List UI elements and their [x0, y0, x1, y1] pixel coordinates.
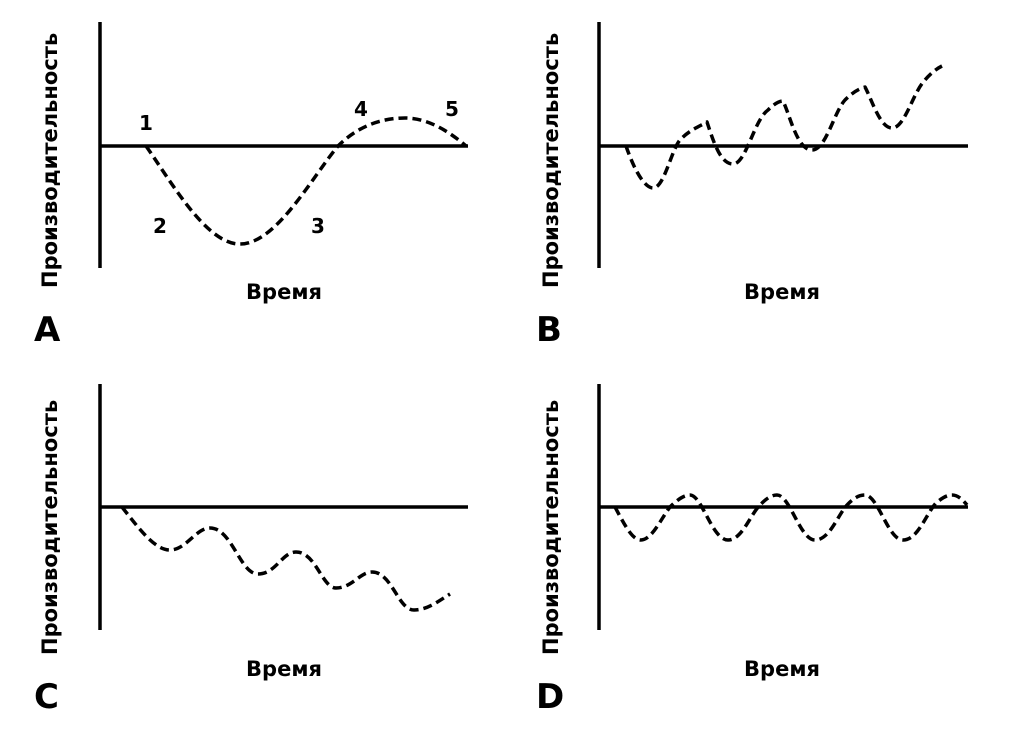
panel-c: Производительность Время C [34, 384, 468, 717]
panel-a-marker-1: 1 [139, 111, 153, 135]
panel-a-curve [144, 116, 468, 246]
panel-d-curve [613, 493, 969, 542]
panel-c-x-label: Время [246, 657, 322, 681]
panel-b-letter: B [536, 310, 562, 350]
panel-c-letter: C [34, 677, 59, 717]
panel-d: Производительность Время D [536, 384, 969, 717]
panel-a-marker-3: 3 [311, 214, 325, 238]
panel-d-y-label: Производительность [539, 400, 563, 655]
panel-b: Производительность Время B [536, 22, 968, 350]
panel-a-x-label: Время [246, 280, 322, 304]
panel-b-x-label: Время [744, 280, 820, 304]
panel-c-y-label: Производительность [38, 400, 62, 655]
panel-b-curve [624, 64, 943, 190]
panel-b-y-label: Производительность [539, 33, 563, 288]
panel-d-letter: D [536, 677, 564, 717]
panel-a-marker-4: 4 [354, 97, 368, 121]
panel-c-curve [120, 505, 451, 612]
panel-a: Производительность Время A 1 2 3 4 5 [34, 22, 468, 350]
panel-a-marker-5: 5 [445, 97, 459, 121]
panel-d-x-label: Время [744, 657, 820, 681]
panel-a-marker-2: 2 [153, 214, 167, 238]
panel-a-y-label: Производительность [38, 33, 62, 288]
panel-a-letter: A [34, 310, 61, 350]
